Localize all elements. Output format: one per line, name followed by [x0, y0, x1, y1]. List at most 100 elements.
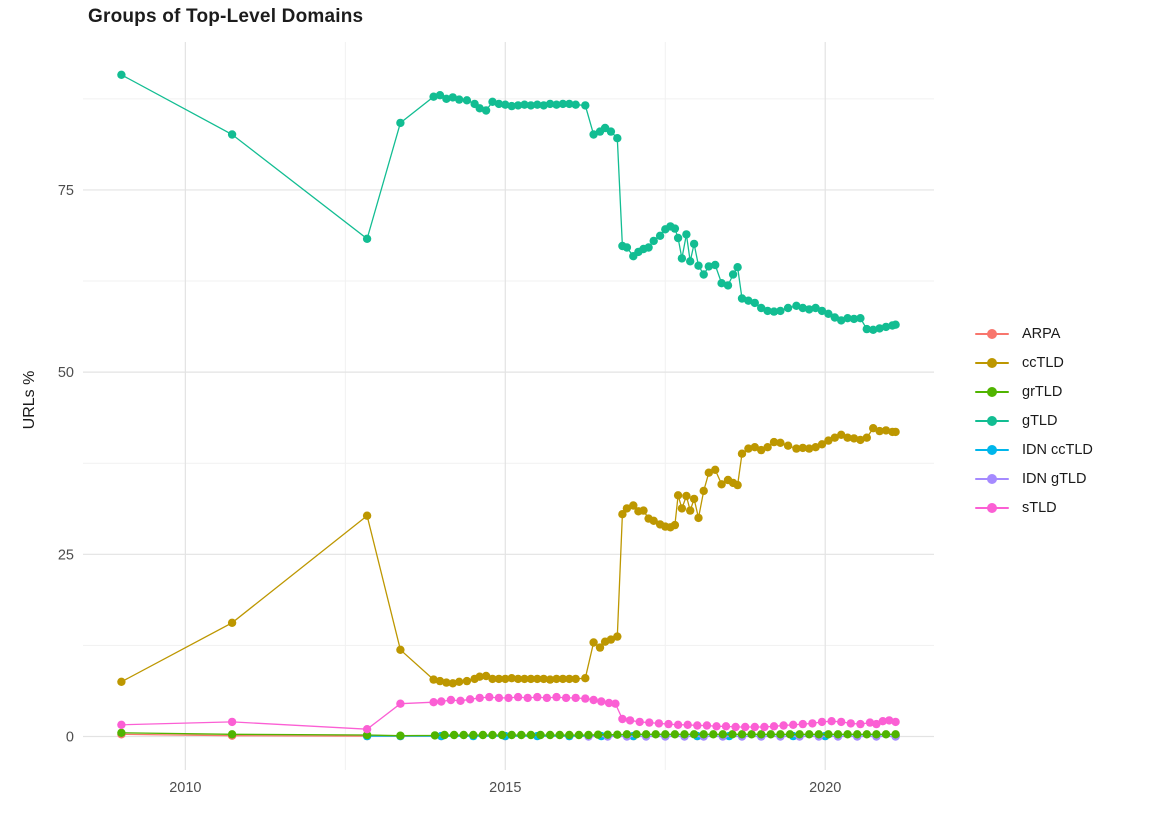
data-point: [750, 298, 759, 308]
data-point: [449, 730, 459, 740]
legend-item-cctld: ccTLD: [975, 348, 1093, 377]
data-point: [117, 720, 126, 729]
data-point: [689, 730, 699, 739]
data-point: [622, 504, 632, 513]
data-point: [853, 730, 862, 739]
gridlines-minor: [83, 42, 934, 770]
data-point: [891, 427, 900, 437]
data-point: [645, 718, 654, 727]
data-point: [776, 438, 785, 447]
data-point: [875, 324, 884, 333]
legend-item-arpa: ARPA: [975, 319, 1093, 348]
data-point: [769, 437, 779, 447]
data-series-layer: [117, 70, 900, 741]
data-point: [680, 730, 689, 739]
data-point: [862, 324, 871, 334]
data-point: [699, 270, 708, 279]
data-point: [622, 730, 632, 739]
data-point: [581, 101, 590, 110]
data-point: [488, 674, 497, 684]
data-point: [837, 717, 846, 727]
series-gtld: [117, 70, 900, 334]
legend-key-icon: [975, 328, 1009, 339]
series-grtld: [117, 728, 900, 740]
data-point: [837, 430, 846, 439]
data-point: [664, 719, 673, 729]
data-point: [613, 134, 622, 143]
data-point: [362, 511, 372, 520]
data-point: [846, 719, 855, 728]
data-point: [227, 717, 237, 727]
data-point: [769, 307, 779, 316]
data-point: [396, 699, 405, 708]
data-point: [704, 468, 713, 477]
data-point: [717, 279, 726, 288]
data-point: [542, 693, 552, 703]
data-point: [654, 719, 664, 728]
gridlines-major: [83, 42, 934, 770]
legend-label: IDN ccTLD: [1022, 441, 1093, 458]
data-point: [779, 721, 788, 730]
data-point: [520, 674, 529, 684]
data-point: [641, 730, 651, 739]
legend-item-grtld: grTLD: [975, 377, 1093, 406]
data-point: [808, 719, 817, 728]
data-point: [849, 314, 859, 324]
legend-key-icon: [975, 357, 1009, 368]
legend-label: IDN gTLD: [1022, 470, 1087, 487]
data-point: [649, 516, 658, 525]
data-point: [744, 444, 753, 453]
data-point: [507, 101, 516, 111]
data-point: [833, 730, 843, 739]
data-point: [686, 257, 695, 266]
data-point: [862, 730, 871, 739]
data-point: [465, 695, 475, 704]
data-point: [644, 243, 653, 252]
data-point: [862, 433, 871, 442]
data-point: [227, 618, 237, 627]
data-point: [856, 719, 865, 729]
data-point: [442, 94, 451, 104]
data-point: [805, 305, 814, 314]
data-point: [747, 730, 756, 739]
data-point: [533, 100, 542, 109]
legend-label: ARPA: [1022, 325, 1061, 342]
data-point: [604, 698, 614, 708]
data-point: [694, 261, 703, 270]
data-point: [494, 674, 504, 684]
data-point: [429, 92, 438, 101]
data-point: [545, 730, 555, 740]
data-point: [683, 720, 692, 729]
data-point: [737, 730, 747, 739]
data-point: [651, 730, 660, 739]
data-point: [798, 719, 807, 729]
data-point: [649, 236, 658, 246]
data-point: [517, 730, 526, 740]
legend-item-idn-gtld: IDN gTLD: [975, 464, 1093, 493]
data-point: [526, 730, 536, 740]
data-point: [830, 313, 839, 322]
data-point: [622, 243, 632, 252]
data-point: [849, 434, 859, 443]
data-point: [611, 699, 620, 708]
data-point: [475, 672, 484, 681]
data-point: [805, 444, 814, 453]
y-axis-tick-labels: 0 25 50 75: [58, 183, 74, 746]
data-point: [741, 722, 750, 732]
data-point: [891, 730, 900, 739]
data-point: [872, 719, 881, 729]
chart-title: Groups of Top-Level Domains: [88, 6, 364, 27]
data-point: [593, 730, 603, 739]
data-point: [728, 730, 737, 739]
data-point: [881, 426, 891, 435]
legend-key-icon: [975, 386, 1009, 397]
data-point: [501, 674, 510, 684]
data-point: [723, 281, 733, 290]
data-point: [545, 675, 555, 684]
data-point: [362, 234, 372, 243]
data-point: [117, 728, 126, 737]
data-point: [629, 501, 638, 510]
data-point: [639, 506, 648, 515]
data-point: [744, 296, 753, 305]
data-point: [673, 720, 683, 729]
